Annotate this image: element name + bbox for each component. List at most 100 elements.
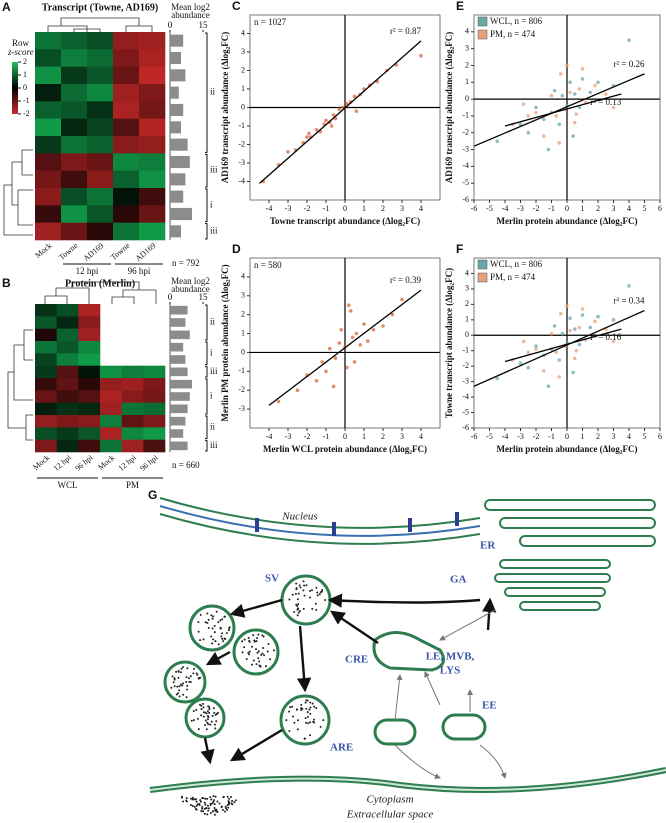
cargo-dot <box>297 719 300 722</box>
cargo-dot <box>204 719 207 722</box>
cargo-dot <box>231 799 234 802</box>
cargo-dot <box>170 686 173 689</box>
x-tick-label: -6 <box>471 432 478 441</box>
cargo-dot <box>185 681 188 684</box>
cargo-dot <box>204 803 207 806</box>
abundance-tick-label: 0 <box>168 20 173 30</box>
cargo-dot <box>214 727 217 730</box>
cargo-dot <box>214 795 217 798</box>
cargo-dot <box>202 711 205 714</box>
cargo-dot <box>311 589 314 592</box>
cargo-dot <box>291 705 294 708</box>
heatmap-cell <box>56 365 79 379</box>
n-label: n = 792 <box>172 258 200 268</box>
heatmap-cell <box>61 118 88 137</box>
cargo-dot <box>193 798 196 801</box>
x-tick-label: -1 <box>323 204 330 213</box>
point <box>552 324 557 328</box>
cargo-dot <box>258 660 261 663</box>
cargo-dot <box>197 728 200 731</box>
diagram-label: CRE <box>345 654 368 666</box>
abundance-bar <box>170 404 188 414</box>
point <box>526 130 531 135</box>
cargo-dot <box>301 707 304 710</box>
heatmap-cell <box>78 353 101 366</box>
x-tick-label: 0 <box>565 432 569 441</box>
y-tick-label: 2 <box>241 65 245 74</box>
x-tick-label: 4 <box>627 432 631 441</box>
cargo-dot <box>211 642 214 645</box>
point <box>627 284 631 288</box>
y-tick-label: -3 <box>462 144 469 153</box>
cargo-dot <box>300 703 303 706</box>
cargo-dot <box>195 800 198 803</box>
row-dendrogram-a <box>3 149 33 236</box>
cargo-dot <box>206 813 209 816</box>
x-tick-label: 2 <box>381 204 385 213</box>
point <box>571 134 575 138</box>
x-tick-label: 0 <box>565 204 569 213</box>
vesicle <box>184 697 226 739</box>
plasma-membrane <box>149 767 666 793</box>
point <box>339 327 344 332</box>
heatmap-cell <box>35 439 57 453</box>
point <box>611 339 616 344</box>
y-tick-label: 3 <box>465 284 469 293</box>
heatmap-cell <box>78 427 101 440</box>
point <box>546 147 551 152</box>
point <box>572 120 577 125</box>
cargo-dot <box>255 640 258 643</box>
cargo-dot <box>202 638 205 641</box>
heatmap-cell <box>35 84 62 102</box>
x-tick-label: -2 <box>304 204 311 213</box>
colorbar <box>12 62 18 114</box>
abundance-title: abundance <box>171 10 209 20</box>
heatmap-cell <box>143 439 166 453</box>
heatmap-cell <box>139 170 166 189</box>
n-label: n = 660 <box>172 460 200 470</box>
heatmap-cell <box>35 101 62 119</box>
heatmap-cell <box>78 328 101 342</box>
cargo-dot <box>210 635 213 638</box>
cargo-dot <box>298 584 301 587</box>
y-axis-label: AD169 transcript abundance (Δlog₂FC) <box>220 32 230 184</box>
cargo-dot <box>296 598 299 601</box>
y-tick-label: -3 <box>462 376 469 385</box>
cargo-dot <box>185 797 188 800</box>
y-tick-label: -3 <box>238 158 245 167</box>
fit-line <box>259 40 422 184</box>
heatmap-cell <box>139 188 166 206</box>
n-label: n = 1027 <box>254 17 287 27</box>
heatmap-cell <box>87 153 114 171</box>
point <box>518 361 523 365</box>
x-tick-label: 1 <box>581 204 585 213</box>
cargo-dot <box>213 803 216 806</box>
cargo-dot <box>302 589 305 592</box>
cluster-label: iii <box>210 225 218 235</box>
y-tick-label: -1 <box>462 346 469 355</box>
cargo-dot <box>187 677 190 680</box>
y-tick-label: -5 <box>462 178 469 187</box>
point <box>603 92 608 96</box>
abundance-bar <box>170 225 181 238</box>
point <box>541 134 546 138</box>
cargo-dot <box>214 713 217 716</box>
heatmap-cell <box>87 222 114 241</box>
cluster-bracket <box>205 153 208 188</box>
heatmap-cell <box>78 415 101 428</box>
y-tick-label: 3 <box>241 291 245 300</box>
cargo-dot <box>233 801 236 804</box>
point <box>572 356 577 361</box>
cargo-dot <box>221 632 224 635</box>
x-tick-label: 2 <box>596 432 600 441</box>
cargo-dot <box>288 729 291 732</box>
x-tick-label: -6 <box>471 204 478 213</box>
point <box>333 356 338 360</box>
x-tick-label: -2 <box>533 204 540 213</box>
cargo-dot <box>308 708 311 711</box>
heatmap-cell <box>78 365 101 379</box>
cargo-dot <box>185 800 188 803</box>
point <box>560 331 565 336</box>
y-tick-label: -4 <box>462 392 469 401</box>
arrow <box>394 674 403 721</box>
